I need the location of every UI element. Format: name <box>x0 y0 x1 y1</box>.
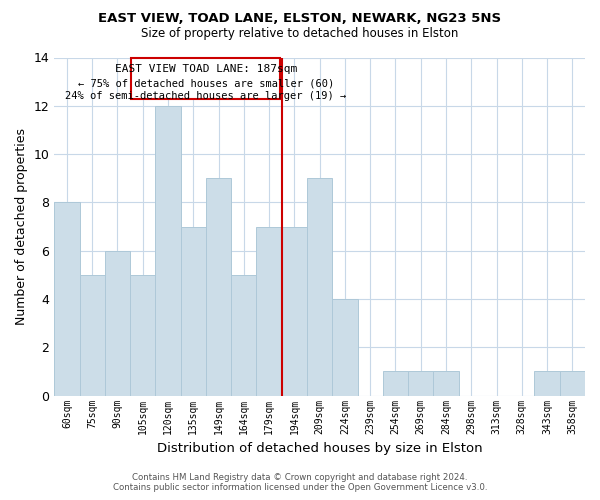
Bar <box>54 202 80 396</box>
Bar <box>282 226 307 396</box>
Text: 24% of semi-detached houses are larger (19) →: 24% of semi-detached houses are larger (… <box>65 92 347 102</box>
Bar <box>307 178 332 396</box>
Bar <box>206 178 231 396</box>
Bar <box>231 275 256 396</box>
Y-axis label: Number of detached properties: Number of detached properties <box>15 128 28 325</box>
Bar <box>256 226 282 396</box>
Text: EAST VIEW, TOAD LANE, ELSTON, NEWARK, NG23 5NS: EAST VIEW, TOAD LANE, ELSTON, NEWARK, NG… <box>98 12 502 26</box>
X-axis label: Distribution of detached houses by size in Elston: Distribution of detached houses by size … <box>157 442 482 455</box>
Bar <box>80 275 105 396</box>
Bar <box>408 372 433 396</box>
Bar <box>131 58 280 98</box>
Text: Contains HM Land Registry data © Crown copyright and database right 2024.
Contai: Contains HM Land Registry data © Crown c… <box>113 473 487 492</box>
Text: ← 75% of detached houses are smaller (60): ← 75% of detached houses are smaller (60… <box>78 78 334 88</box>
Text: EAST VIEW TOAD LANE: 187sqm: EAST VIEW TOAD LANE: 187sqm <box>115 64 297 74</box>
Bar <box>560 372 585 396</box>
Bar <box>383 372 408 396</box>
Bar <box>181 226 206 396</box>
Bar <box>535 372 560 396</box>
Bar <box>433 372 458 396</box>
Bar <box>155 106 181 396</box>
Text: Size of property relative to detached houses in Elston: Size of property relative to detached ho… <box>142 28 458 40</box>
Bar <box>130 275 155 396</box>
Bar <box>332 299 358 396</box>
Bar <box>105 250 130 396</box>
